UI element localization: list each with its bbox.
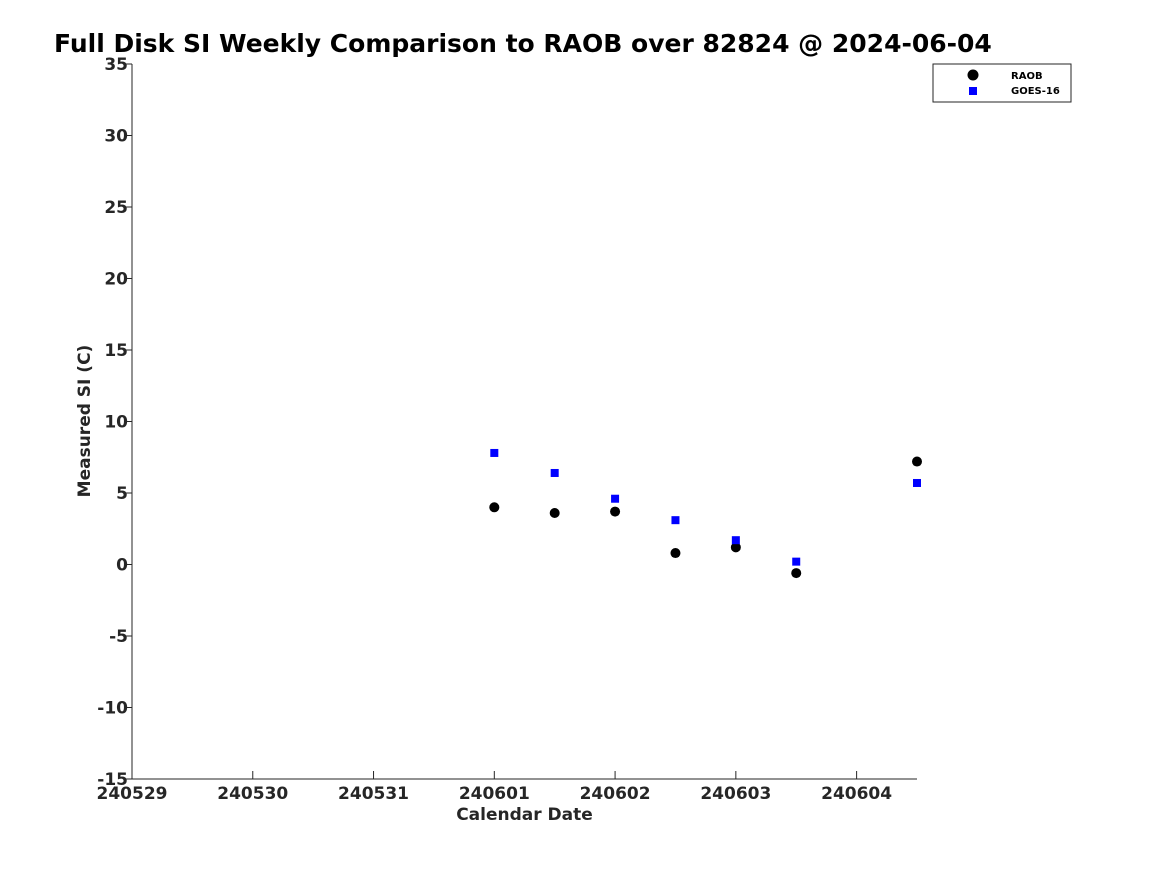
point-raob (730, 542, 741, 553)
y-tick-label: 20 (104, 270, 128, 290)
plot-axes (131, 64, 917, 780)
x-tick-label: 240603 (700, 784, 771, 804)
y-tick-label: 35 (104, 55, 128, 75)
legend: RAOB GOES-16 (932, 63, 1072, 103)
x-tick-label: 240529 (97, 784, 168, 804)
x-axis-label: Calendar Date (456, 805, 593, 825)
point-goes-16 (671, 516, 680, 525)
x-tick-label: 240531 (338, 784, 409, 804)
legend-label-goes16: GOES-16 (1011, 86, 1060, 97)
data-points (489, 448, 922, 579)
x-tick-label: 240604 (821, 784, 892, 804)
y-tick-label: 0 (116, 556, 128, 576)
point-goes-16 (792, 557, 801, 566)
point-goes-16 (611, 494, 620, 503)
y-tick-label: 5 (116, 484, 128, 504)
point-raob (549, 508, 560, 519)
x-tick-label: 240602 (580, 784, 651, 804)
point-raob (791, 568, 802, 579)
legend-label-raob: RAOB (1011, 71, 1043, 82)
point-goes-16 (550, 468, 559, 477)
legend-marker-goes16 (969, 87, 977, 95)
y-axis-label: Measured SI (C) (75, 345, 95, 498)
x-axis-ticks: 240529 240530 240531 240601 240602 240603 2406… (97, 771, 892, 804)
y-tick-label: -10 (97, 699, 128, 719)
x-tick-label: 240601 (459, 784, 530, 804)
point-raob (489, 502, 500, 513)
y-tick-label: -5 (109, 627, 128, 647)
y-tick-label: 10 (104, 413, 128, 433)
point-goes-16 (731, 536, 740, 545)
y-tick-label: -15 (97, 770, 128, 790)
point-goes-16 (913, 478, 921, 487)
point-raob (670, 548, 681, 559)
y-axis-ticks: 35 30 25 20 15 10 5 0 -5 -10 -15 (97, 55, 132, 790)
legend-marker-raob (967, 69, 979, 81)
point-goes-16 (490, 448, 499, 457)
x-tick-label: 240530 (217, 784, 288, 804)
point-raob (610, 506, 621, 517)
point-raob (912, 456, 922, 467)
legend-box (932, 63, 1072, 103)
y-tick-label: 15 (104, 341, 128, 361)
y-tick-label: 25 (104, 198, 128, 218)
y-tick-label: 30 (104, 127, 128, 147)
chart-title: Full Disk SI Weekly Comparison to RAOB o… (54, 29, 992, 58)
